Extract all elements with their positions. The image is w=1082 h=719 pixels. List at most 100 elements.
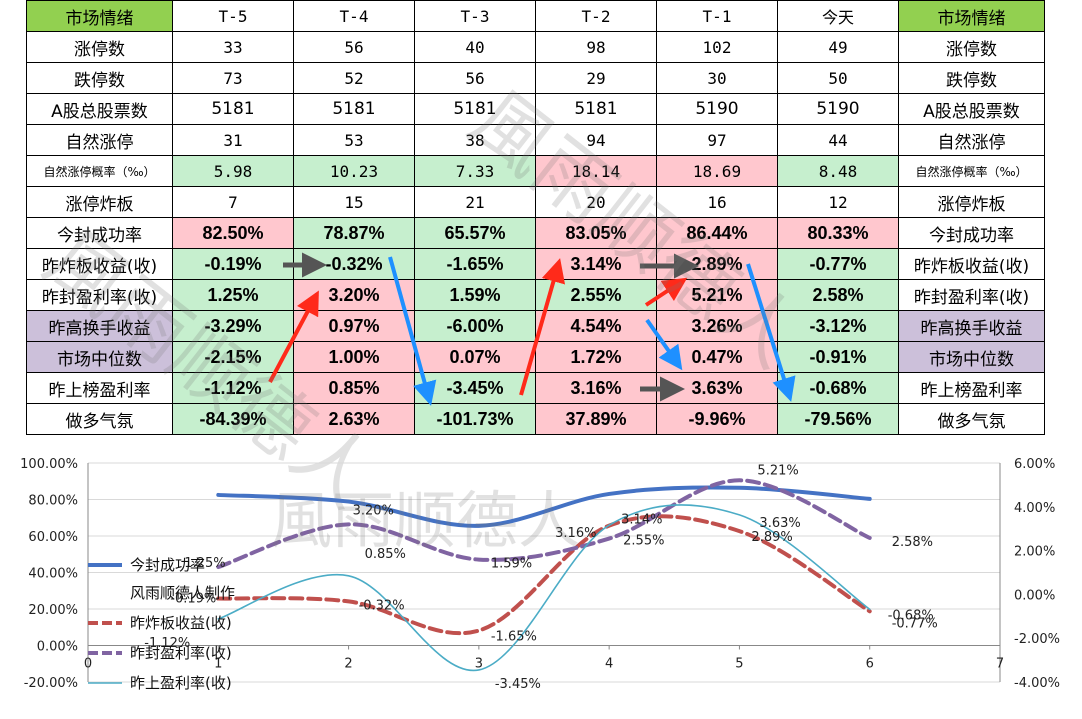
table-cell: 73 (172, 62, 294, 94)
y-right-tick: 6.00% (1014, 457, 1055, 472)
table-row: 做多气氛 -84.39% 2.63% -101.73% 37.89% -9.96% -79.… (26, 403, 1045, 435)
table-cell: -1.12% (172, 372, 294, 404)
table-cell: 31 (172, 124, 294, 156)
data-label: 1.59% (491, 557, 532, 572)
market-sentiment-table: 市场情绪 T-5 T-4 T-3 T-2 T-1 今天 市场情绪 涨停数 33 56 40 98 102 4… (26, 0, 1045, 435)
data-label: -0.77% (892, 616, 938, 631)
data-label: -0.68% (888, 608, 934, 623)
table-cell: -101.73% (414, 403, 536, 435)
x-tick: 0 (84, 657, 92, 672)
row-label: 昨高换手收益 (26, 310, 173, 342)
header-day: T-3 (414, 0, 536, 32)
row-label: 昨封盈利率(收) (898, 279, 1045, 311)
header-day: T-5 (172, 0, 294, 32)
table-cell: 3.20% (293, 279, 415, 311)
data-label: 1.25% (184, 556, 225, 571)
table-row: 昨高换手收益 -3.29% 0.97% -6.00% 4.54% 3.26% -3.12% 昨… (26, 310, 1045, 342)
y-right-tick: 2.00% (1014, 545, 1055, 560)
table-cell: 102 (656, 31, 778, 63)
x-tick: 1 (214, 657, 222, 672)
data-label: 2.89% (751, 530, 792, 545)
row-label: A股总股票数 (26, 93, 173, 125)
x-tick: 3 (475, 657, 483, 672)
table-cell: 0.97% (293, 310, 415, 342)
table-cell: 16 (656, 186, 778, 218)
table-cell: 56 (414, 62, 536, 94)
table-cell: 65.57% (414, 217, 536, 249)
y-left-tick: 80.00% (28, 494, 78, 509)
table-cell: 1.72% (535, 341, 657, 373)
row-label: 昨高换手收益 (898, 310, 1045, 342)
table-cell: 3.26% (656, 310, 778, 342)
x-tick: 7 (996, 657, 1004, 672)
table-cell: -6.00% (414, 310, 536, 342)
table-cell: 5181 (535, 93, 657, 125)
table-cell: 83.05% (535, 217, 657, 249)
table-cell: -0.68% (777, 372, 899, 404)
table-cell: -0.32% (293, 248, 415, 280)
table-cell: 2.58% (777, 279, 899, 311)
table-cell: -0.77% (777, 248, 899, 280)
data-label: -0.32% (359, 598, 405, 613)
table-cell: 1.25% (172, 279, 294, 311)
row-label: 市场中位数 (26, 341, 173, 373)
table-cell: 29 (535, 62, 657, 94)
table-cell: 4.54% (535, 310, 657, 342)
table-cell: 15 (293, 186, 415, 218)
data-label: -1.12% (144, 636, 190, 651)
table-cell: -1.65% (414, 248, 536, 280)
table-cell: 52 (293, 62, 415, 94)
y-left-tick: 60.00% (28, 530, 78, 545)
data-label: 0.85% (365, 547, 406, 562)
row-label: A股总股票数 (898, 93, 1045, 125)
header-day: T-1 (656, 0, 778, 32)
row-label: 今封成功率 (26, 217, 173, 249)
table-cell: 2.89% (656, 248, 778, 280)
series-line-3 (216, 478, 872, 570)
header-row: 市场情绪 T-5 T-4 T-3 T-2 T-1 今天 市场情绪 (26, 0, 1045, 32)
row-label: 市场中位数 (898, 341, 1045, 373)
y-left-tick: 40.00% (28, 567, 78, 582)
table-cell: -79.56% (777, 403, 899, 435)
data-label: 2.58% (892, 535, 933, 550)
y-right-tick: -2.00% (1014, 632, 1060, 647)
table-cell: 53 (293, 124, 415, 156)
y-right-tick: -4.00% (1014, 676, 1060, 691)
table-cell: 3.14% (535, 248, 657, 280)
legend-label: 昨炸板收益(收) (130, 614, 232, 632)
table-cell: 40 (414, 31, 536, 63)
table-cell: 94 (535, 124, 657, 156)
row-label: 昨上榜盈利率 (26, 372, 173, 404)
table-cell: -9.96% (656, 403, 778, 435)
table-row: 昨炸板收益(收) -0.19% -0.32% -1.65% 3.14% 2.89% -0.7… (26, 248, 1045, 280)
data-label: 3.20% (353, 503, 394, 518)
data-label: -3.45% (495, 677, 541, 692)
table-cell: 2.63% (293, 403, 415, 435)
row-label: 涨停炸板 (26, 186, 173, 218)
row-label: 昨炸板收益(收) (26, 248, 173, 280)
legend-label: 风雨顺德人制作 (130, 584, 235, 602)
table-cell: 37.89% (535, 403, 657, 435)
table-cell: 5190 (656, 93, 778, 125)
table-cell: 5.98 (172, 155, 294, 187)
x-tick: 6 (866, 657, 874, 672)
row-label: 涨停数 (26, 31, 173, 63)
legend-label: 昨封盈利率(收) (130, 644, 232, 662)
y-left-tick: -20.00% (24, 676, 78, 691)
table-cell: 86.44% (656, 217, 778, 249)
row-label: 自然涨停 (26, 124, 173, 156)
table-cell: 44 (777, 124, 899, 156)
table-cell: 82.50% (172, 217, 294, 249)
table-cell: 5.21% (656, 279, 778, 311)
data-label: -1.65% (491, 630, 537, 645)
table-cell: 78.87% (293, 217, 415, 249)
row-label: 今封成功率 (898, 217, 1045, 249)
series-line-2 (216, 514, 872, 636)
y-left-tick: 100.00% (20, 457, 78, 472)
table-cell: 5190 (777, 93, 899, 125)
table-cell: 50 (777, 62, 899, 94)
data-label: 2.55% (623, 534, 664, 549)
data-label: 3.63% (759, 516, 800, 531)
table-row: 自然涨停概率（‰） 5.98 10.23 7.33 18.14 18.69 8.48 自然涨停… (26, 155, 1045, 187)
x-tick: 5 (735, 657, 743, 672)
